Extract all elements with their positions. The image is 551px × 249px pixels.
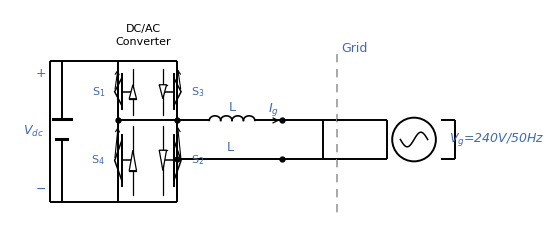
- Text: +: +: [36, 67, 46, 80]
- Text: L: L: [226, 141, 233, 154]
- Text: DC/AC
Converter: DC/AC Converter: [116, 24, 171, 47]
- Text: $V_{dc}$: $V_{dc}$: [23, 124, 44, 139]
- Polygon shape: [129, 85, 137, 99]
- Text: −: −: [36, 183, 46, 196]
- Text: $I_g$: $I_g$: [268, 101, 279, 118]
- Polygon shape: [159, 150, 166, 171]
- Polygon shape: [159, 85, 166, 99]
- Text: S$_3$: S$_3$: [191, 85, 204, 99]
- Text: $V_g$=240V/50Hz: $V_g$=240V/50Hz: [449, 131, 544, 148]
- Text: S$_2$: S$_2$: [191, 154, 204, 167]
- Text: S$_4$: S$_4$: [91, 154, 105, 167]
- Polygon shape: [129, 150, 137, 171]
- Text: Grid: Grid: [342, 42, 368, 55]
- Text: L: L: [229, 101, 235, 114]
- Text: S$_1$: S$_1$: [91, 85, 105, 99]
